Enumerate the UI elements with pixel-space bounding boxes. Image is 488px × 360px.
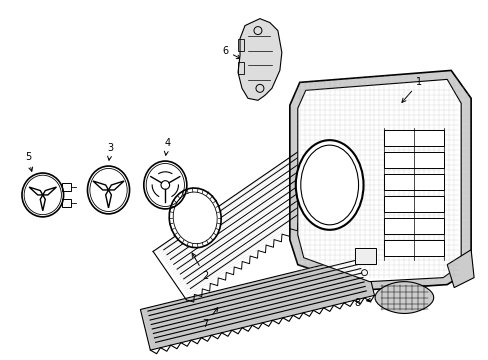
Bar — [384, 240, 443, 256]
Polygon shape — [238, 19, 281, 100]
Polygon shape — [374, 282, 433, 314]
Bar — [384, 196, 443, 212]
Text: 4: 4 — [164, 138, 170, 155]
Bar — [384, 174, 443, 190]
Bar — [384, 130, 443, 146]
Ellipse shape — [295, 140, 363, 230]
Bar — [238, 39, 244, 50]
Text: 6: 6 — [222, 45, 240, 59]
Text: 8: 8 — [353, 297, 370, 307]
Text: 3: 3 — [107, 143, 113, 160]
Bar — [62, 183, 71, 191]
Ellipse shape — [169, 188, 221, 248]
Text: 2: 2 — [192, 253, 208, 281]
Polygon shape — [289, 71, 470, 289]
Polygon shape — [447, 250, 473, 288]
Bar — [62, 199, 71, 207]
Polygon shape — [297, 80, 460, 282]
Bar — [238, 62, 244, 75]
Bar — [384, 218, 443, 234]
Text: 5: 5 — [25, 152, 33, 171]
Bar — [384, 152, 443, 168]
Text: 1: 1 — [401, 77, 422, 102]
Polygon shape — [140, 255, 374, 350]
Bar — [354, 248, 376, 264]
Text: 7: 7 — [202, 307, 217, 329]
